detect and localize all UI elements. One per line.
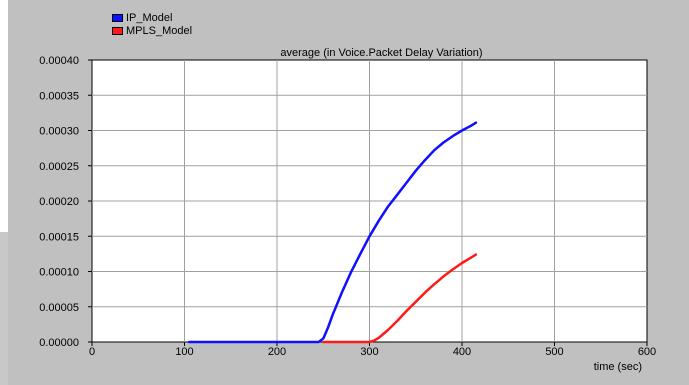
x-tick-label: 300 <box>360 346 378 358</box>
x-tick-label: 200 <box>268 346 286 358</box>
y-tick-label: 0.00025 <box>39 161 79 173</box>
legend-item-ip-model: IP_Model <box>112 12 172 24</box>
panel-edge <box>0 232 8 385</box>
x-tick-label: 500 <box>545 346 563 358</box>
series-line-mpls-model <box>322 253 478 344</box>
series-line-ip-model <box>187 121 478 344</box>
y-tick-label: 0.00015 <box>39 231 79 243</box>
chart-title: average (in Voice.Packet Delay Variation… <box>280 47 482 59</box>
x-tick-label: 600 <box>638 346 656 358</box>
x-tick-label: 100 <box>175 346 193 358</box>
y-tick-label: 0.00005 <box>39 302 79 314</box>
y-tick-label: 0.00010 <box>39 267 79 279</box>
y-tick-label: 0.00040 <box>39 55 79 67</box>
y-tick-label: 0.00020 <box>39 196 79 208</box>
y-tick-label: 0.00035 <box>39 90 79 102</box>
legend-label-ip-model: IP_Model <box>126 12 173 25</box>
legend-swatch-ip-model <box>112 14 123 23</box>
y-tick-label: 0.00030 <box>39 126 79 138</box>
legend-label-mpls-model: MPLS_Model <box>126 25 193 38</box>
x-tick-label: 0 <box>89 346 95 358</box>
x-axis-label: time (sec) <box>594 361 642 373</box>
y-tick-label: 0.00000 <box>39 337 79 349</box>
x-tick-label: 400 <box>453 346 471 358</box>
legend-item-mpls-model: MPLS_Model <box>112 25 192 37</box>
legend-swatch-mpls-model <box>112 27 123 36</box>
